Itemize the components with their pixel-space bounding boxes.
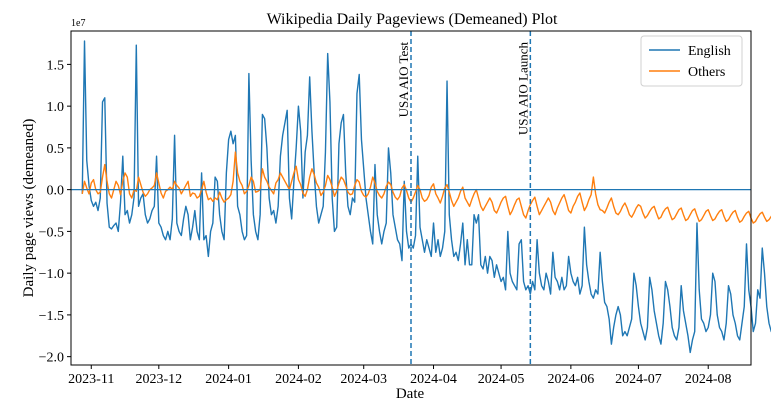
x-tick-label: 2024-02 [275, 372, 322, 387]
axis-ticks: −2.0 −1.5 −1.0 −0.5 0.0 0.5 1.0 1.5 2023-11 2023-… [39, 30, 752, 387]
y-tick-label: 1.0 [47, 100, 65, 115]
x-tick-label: 2024-04 [410, 372, 457, 387]
legend-label-english: English [688, 44, 731, 59]
y-offset-label: 1e7 [71, 18, 85, 29]
axes-frame [70, 30, 752, 366]
y-tick-label: 0.5 [47, 142, 65, 157]
x-tick-label: 2024-08 [685, 372, 732, 387]
event-label-2: USA AIO Launch [515, 42, 530, 136]
chart-title: Wikipedia Daily Pageviews (Demeaned) Plo… [267, 11, 558, 28]
series-line-english [81, 40, 771, 354]
legend-box [640, 35, 743, 87]
legend: English Others [640, 35, 743, 87]
x-tick-label: 2023-11 [68, 372, 114, 387]
x-tick-label: 2024-06 [548, 372, 595, 387]
y-tick-label: 0.0 [47, 184, 65, 199]
x-tick-label: 2023-12 [135, 372, 182, 387]
y-tick-label: −1.5 [39, 309, 64, 324]
y-tick-label: −0.5 [39, 225, 64, 240]
x-tick-label: 2024-05 [478, 372, 525, 387]
series-line-others [81, 151, 771, 224]
x-tick-label: 2024-03 [340, 372, 387, 387]
x-tick-label: 2024-07 [615, 372, 662, 387]
legend-label-others: Others [688, 65, 725, 80]
y-tick-label: −1.0 [39, 267, 64, 282]
y-tick-label: 1.5 [47, 58, 65, 73]
event-label-1: USA AIO Test [396, 42, 411, 118]
y-axis-label: Daily page views (demeaned) [21, 119, 37, 298]
x-tick-label: 2024-01 [205, 372, 252, 387]
x-axis-label: Date [396, 386, 425, 402]
plot-area: USA AIO Test USA AIO Launch [71, 31, 771, 365]
y-tick-label: −2.0 [39, 351, 64, 366]
